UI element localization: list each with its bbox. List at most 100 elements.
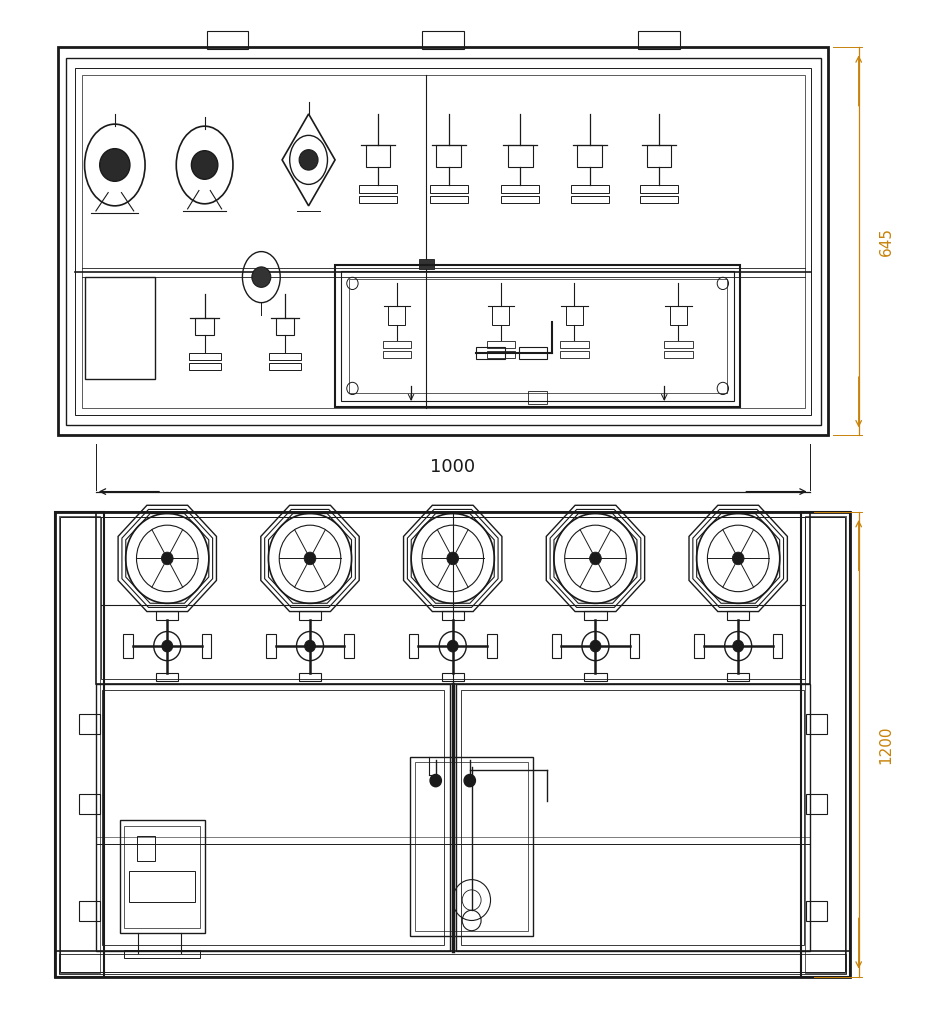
Bar xyxy=(349,280,726,392)
Bar xyxy=(100,517,805,679)
Circle shape xyxy=(100,148,130,181)
Bar xyxy=(123,634,133,658)
Bar xyxy=(79,901,100,922)
Bar xyxy=(501,185,539,193)
Bar xyxy=(560,341,589,348)
Bar xyxy=(359,196,396,203)
Bar xyxy=(156,611,178,620)
Bar xyxy=(299,673,321,681)
Bar xyxy=(383,351,411,358)
Circle shape xyxy=(162,640,173,652)
Bar xyxy=(189,352,221,359)
Bar xyxy=(269,352,301,359)
Bar xyxy=(75,68,811,415)
Bar xyxy=(341,271,734,400)
Bar xyxy=(124,950,200,958)
Bar xyxy=(383,341,411,348)
Bar xyxy=(665,341,693,348)
Circle shape xyxy=(430,774,442,786)
Bar xyxy=(55,512,850,977)
Bar xyxy=(79,714,100,734)
Bar xyxy=(456,684,810,951)
Bar xyxy=(584,673,607,681)
Bar xyxy=(640,196,678,203)
Bar xyxy=(269,362,301,370)
Bar xyxy=(486,341,515,348)
Bar xyxy=(508,144,533,167)
Bar xyxy=(560,351,589,358)
Bar xyxy=(58,47,829,435)
Bar xyxy=(528,391,547,403)
Bar xyxy=(806,794,827,814)
Bar xyxy=(727,673,749,681)
Bar xyxy=(410,757,533,936)
Bar xyxy=(336,265,739,407)
Bar xyxy=(389,306,406,325)
Bar xyxy=(195,318,214,335)
Bar xyxy=(419,259,434,269)
Bar xyxy=(366,144,390,167)
Bar xyxy=(55,951,850,977)
Bar xyxy=(552,634,561,658)
Bar xyxy=(665,351,693,358)
Bar xyxy=(487,634,497,658)
Bar xyxy=(423,31,465,49)
Bar xyxy=(436,144,461,167)
Bar xyxy=(486,351,515,358)
Circle shape xyxy=(465,774,475,786)
Bar xyxy=(129,871,195,902)
Bar xyxy=(59,516,100,973)
Bar xyxy=(442,611,464,620)
Circle shape xyxy=(191,151,218,179)
Bar xyxy=(462,690,804,945)
Text: 645: 645 xyxy=(879,227,894,256)
Bar xyxy=(670,306,687,325)
Text: 1000: 1000 xyxy=(430,459,475,476)
Circle shape xyxy=(304,640,316,652)
Bar xyxy=(571,196,609,203)
Bar xyxy=(640,185,678,193)
Bar xyxy=(566,306,583,325)
Bar xyxy=(79,794,100,814)
Bar xyxy=(124,825,200,928)
Bar xyxy=(82,75,805,408)
Text: 1200: 1200 xyxy=(879,725,894,764)
Bar xyxy=(65,57,821,425)
Bar xyxy=(276,318,295,335)
Bar xyxy=(207,31,248,49)
Circle shape xyxy=(300,150,318,170)
Bar xyxy=(501,196,539,203)
Bar xyxy=(492,306,509,325)
Bar xyxy=(96,684,450,951)
Bar xyxy=(571,185,609,193)
Bar xyxy=(137,836,155,861)
Bar xyxy=(629,634,639,658)
Circle shape xyxy=(733,552,744,564)
Bar xyxy=(409,634,418,658)
Bar xyxy=(647,144,671,167)
Bar xyxy=(55,512,104,977)
Circle shape xyxy=(304,552,316,564)
Bar xyxy=(519,347,547,359)
Bar xyxy=(359,185,396,193)
Bar xyxy=(96,512,810,684)
Bar xyxy=(805,516,847,973)
Bar xyxy=(429,185,467,193)
Circle shape xyxy=(252,267,271,288)
Bar xyxy=(806,901,827,922)
Bar xyxy=(577,144,602,167)
Bar xyxy=(156,673,178,681)
Bar xyxy=(638,31,680,49)
Bar xyxy=(84,278,155,379)
Circle shape xyxy=(161,552,173,564)
Bar xyxy=(476,347,504,359)
Bar xyxy=(299,611,321,620)
Bar xyxy=(119,820,205,933)
Bar xyxy=(60,517,846,972)
Circle shape xyxy=(590,552,601,564)
Bar xyxy=(806,714,827,734)
Bar xyxy=(694,634,703,658)
Bar xyxy=(101,690,445,945)
Bar xyxy=(801,512,850,977)
Circle shape xyxy=(733,640,743,652)
